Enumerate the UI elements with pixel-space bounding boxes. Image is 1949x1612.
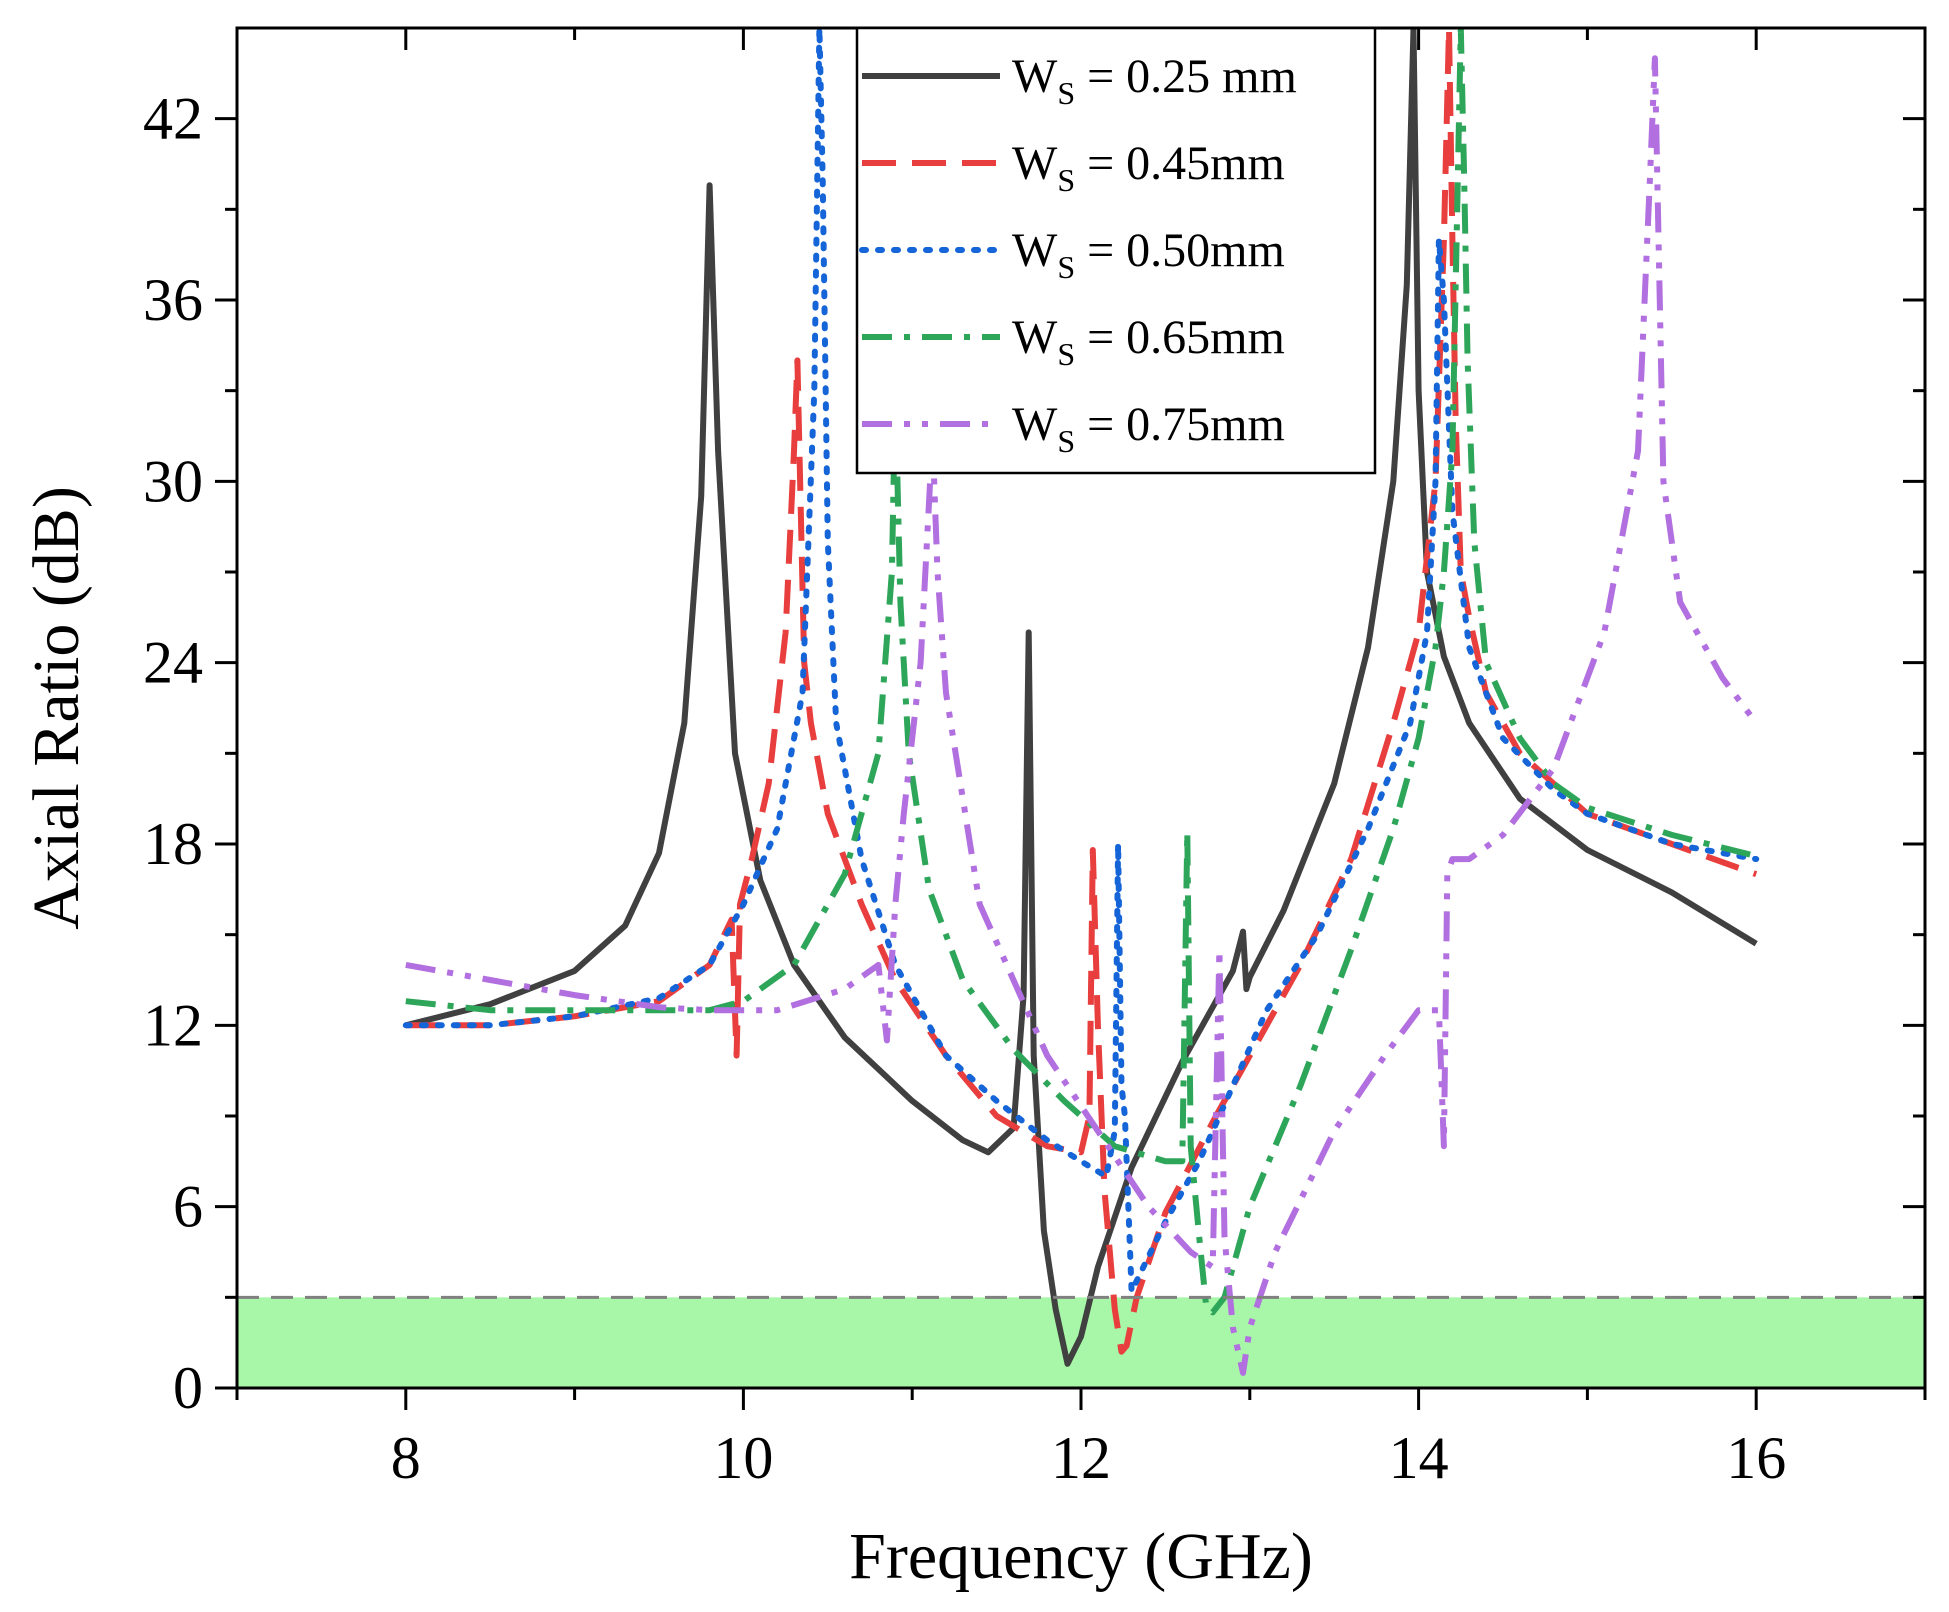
tick-layer: 8 10 12 14 16 0 6 12 18 24 30 36 42: [143, 28, 1927, 1491]
legend-label-4: WS = 0.65mm: [1012, 311, 1285, 372]
series-line-2: [405, 28, 1758, 1355]
legend: WS = 0.25 mm WS = 0.45mm WS = 0.50mm WS = 0…: [855, 26, 1377, 475]
y-tick-label: 12: [143, 992, 203, 1058]
legend-label-2: WS = 0.45mm: [1012, 137, 1285, 198]
y-tick-label: 18: [143, 811, 203, 877]
series-line-4: [405, 28, 1757, 1316]
y-tick-label: 24: [143, 630, 203, 696]
y-tick-label: 0: [173, 1355, 203, 1421]
y-tick-label: 36: [143, 267, 203, 333]
legend-label-5: WS = 0.75mm: [1012, 398, 1285, 459]
x-tick-label: 12: [1051, 1425, 1111, 1491]
y-tick-label: 42: [143, 86, 203, 152]
y-tick-label: 30: [143, 448, 203, 514]
x-tick-label: 14: [1389, 1425, 1449, 1491]
series-line-1: [405, 28, 1758, 1367]
x-tick-label: 10: [713, 1425, 773, 1491]
x-tick-label: 8: [391, 1425, 421, 1491]
x-tick-label: 16: [1726, 1425, 1786, 1491]
series-line-3: [402, 28, 1760, 1295]
x-axis-title: Frequency (GHz): [849, 1520, 1313, 1593]
legend-label-3: WS = 0.50mm: [1012, 224, 1285, 285]
y-tick-label: 6: [173, 1174, 203, 1240]
legend-label-1: WS = 0.25 mm: [1012, 50, 1297, 111]
series-layer: [402, 28, 1760, 1376]
series-line-5: [405, 55, 1759, 1376]
y-axis-title: Axial Ratio (dB): [20, 486, 93, 930]
